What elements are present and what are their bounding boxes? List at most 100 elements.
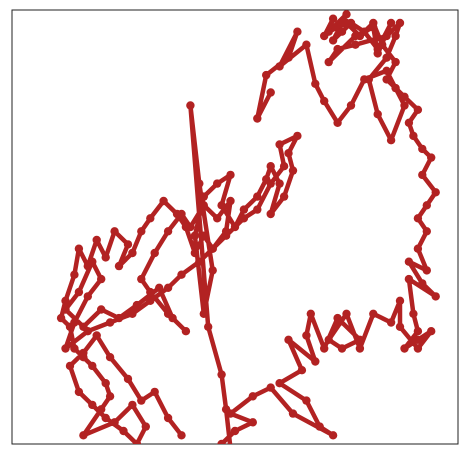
- data-point: [101, 379, 110, 388]
- data-point: [195, 257, 204, 266]
- data-point: [61, 305, 70, 314]
- data-point: [199, 231, 208, 240]
- data-point: [288, 409, 298, 418]
- data-point: [302, 331, 311, 340]
- data-point: [275, 179, 284, 188]
- data-point: [217, 439, 226, 444]
- data-point: [114, 313, 124, 323]
- data-point: [262, 70, 271, 80]
- data-point: [61, 296, 70, 305]
- data-point: [155, 283, 164, 292]
- data-point: [324, 27, 333, 36]
- data-point: [413, 327, 423, 336]
- data-point: [333, 118, 342, 128]
- data-point: [132, 300, 142, 310]
- data-point: [418, 144, 427, 154]
- data-point: [328, 14, 338, 23]
- data-point: [150, 387, 159, 397]
- data-point: [248, 418, 257, 427]
- data-point: [413, 214, 423, 223]
- data-point: [92, 331, 101, 340]
- data-point: [324, 57, 333, 67]
- data-point: [253, 114, 262, 123]
- data-point: [302, 396, 311, 405]
- data-point: [279, 162, 289, 171]
- data-point: [114, 261, 124, 271]
- data-point: [159, 196, 168, 206]
- data-point: [97, 305, 106, 314]
- data-point: [400, 101, 409, 110]
- data-point: [146, 214, 155, 223]
- data-point: [221, 227, 231, 236]
- data-point: [213, 214, 222, 223]
- data-point: [275, 62, 284, 71]
- data-point: [337, 344, 347, 353]
- series-0: [56, 10, 440, 444]
- data-point: [74, 287, 84, 297]
- data-point: [97, 274, 106, 284]
- data-point: [427, 327, 436, 336]
- data-point: [413, 344, 423, 353]
- data-point: [79, 348, 88, 358]
- data-point: [163, 227, 173, 236]
- data-point: [253, 192, 262, 201]
- data-point: [146, 287, 155, 297]
- data-point: [288, 166, 298, 175]
- data-point: [195, 179, 204, 188]
- data-point: [239, 214, 249, 223]
- data-point: [88, 400, 97, 410]
- data-point: [413, 244, 423, 253]
- data-point: [101, 253, 110, 262]
- data-point: [208, 266, 217, 275]
- data-point: [88, 361, 97, 371]
- data-point: [386, 136, 396, 145]
- data-point: [293, 131, 302, 141]
- data-point: [101, 413, 110, 423]
- data-point: [248, 392, 257, 401]
- data-point: [105, 392, 115, 401]
- data-point: [266, 88, 275, 97]
- data-point: [391, 83, 400, 93]
- data-point: [208, 244, 217, 253]
- data-point: [97, 405, 106, 414]
- data-point: [105, 318, 115, 327]
- data-point: [293, 27, 302, 36]
- data-point: [404, 257, 414, 266]
- data-point: [128, 309, 137, 318]
- data-point: [266, 383, 275, 392]
- data-point: [382, 66, 391, 76]
- data-point: [74, 244, 84, 253]
- data-point: [382, 53, 391, 62]
- data-point: [105, 353, 115, 362]
- data-point: [279, 192, 289, 201]
- data-point: [342, 10, 351, 19]
- data-point: [342, 18, 351, 28]
- data-point: [355, 31, 365, 41]
- data-point: [65, 361, 75, 371]
- data-point: [413, 335, 423, 344]
- data-point: [110, 227, 119, 236]
- data-point: [253, 205, 262, 214]
- data-point: [297, 366, 307, 375]
- data-point: [266, 209, 275, 219]
- data-point: [311, 79, 320, 89]
- data-point: [315, 422, 324, 431]
- data-point: [422, 201, 431, 210]
- data-point: [284, 149, 293, 158]
- data-point: [364, 75, 373, 84]
- data-point: [79, 431, 88, 440]
- data-point: [123, 240, 133, 249]
- data-point: [65, 322, 75, 331]
- data-point: [213, 179, 222, 188]
- data-point: [328, 431, 338, 440]
- data-point: [61, 344, 70, 353]
- data-point: [119, 426, 128, 436]
- data-point: [163, 413, 173, 423]
- data-point: [395, 296, 405, 305]
- data-point: [230, 222, 240, 232]
- data-point: [221, 405, 231, 414]
- data-point: [418, 170, 427, 180]
- data-point: [92, 235, 101, 245]
- data-point: [266, 162, 275, 171]
- data-point: [266, 179, 275, 188]
